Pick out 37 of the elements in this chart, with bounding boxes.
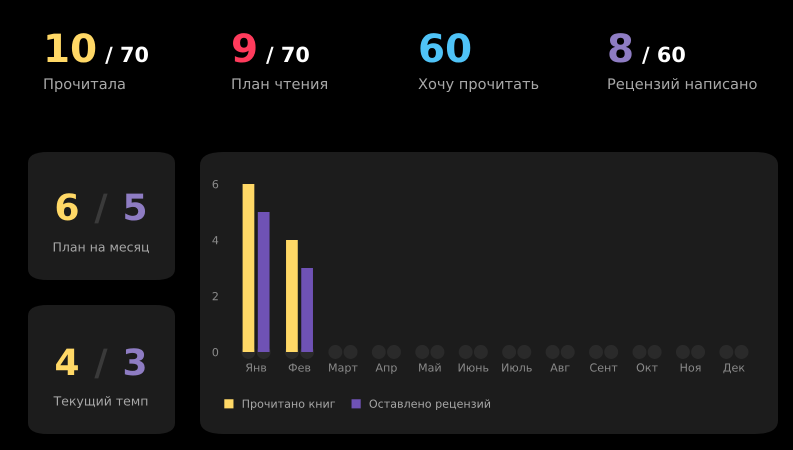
text: 4 <box>56 348 78 375</box>
x-tick-label: Июль <box>502 363 532 372</box>
text: 8 <box>609 33 632 63</box>
text: План на месяц <box>54 242 149 254</box>
x-tick-label: Март <box>329 363 358 374</box>
x-tick-label: Май <box>419 363 441 372</box>
x-tick-label: Июнь <box>458 363 488 372</box>
x-tick-label: Дек <box>723 363 745 374</box>
legend-label: Прочитано книг <box>242 400 336 410</box>
x-tick-label: Окт <box>636 363 658 372</box>
text: 9 <box>233 33 256 63</box>
text: Хочу прочитать <box>418 78 538 92</box>
text: / <box>94 348 108 378</box>
text: 60 <box>420 33 470 63</box>
text: Рецензий написано <box>608 78 757 92</box>
text: 5 <box>125 194 146 221</box>
y-tick-label: 4 <box>212 236 218 244</box>
text: 6 <box>56 193 78 221</box>
text: 10 <box>47 33 96 63</box>
text: План чтения <box>232 78 328 90</box>
y-tick-label: 2 <box>212 292 218 300</box>
x-tick-label: Авг <box>550 363 570 372</box>
text: / 70 <box>105 46 148 64</box>
text: / 70 <box>266 46 309 64</box>
x-tick-label: Ноя <box>680 363 700 372</box>
x-tick-label: Фев <box>288 363 310 372</box>
y-tick-label: 0 <box>212 348 218 356</box>
text: / <box>94 194 108 224</box>
y-tick-label: 6 <box>212 180 218 188</box>
text: 3 <box>124 348 145 376</box>
legend-label: Оставлено рецензий <box>370 399 490 410</box>
x-tick-label: Янв <box>246 363 266 372</box>
x-tick-label: Сент <box>590 363 618 372</box>
x-tick-label: Апр <box>376 363 397 374</box>
text: Текущий темп <box>54 396 148 408</box>
text: / 60 <box>642 46 685 64</box>
text: Прочитала <box>44 78 125 92</box>
